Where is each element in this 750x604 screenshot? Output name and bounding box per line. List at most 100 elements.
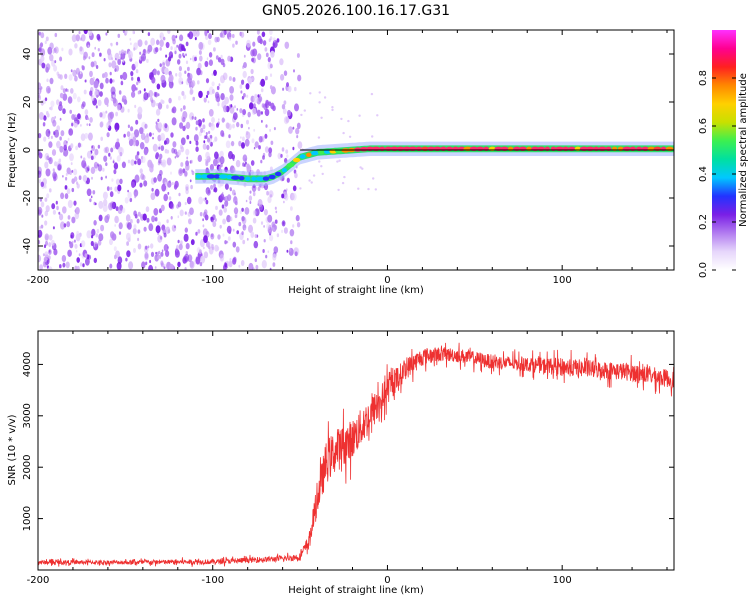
noise-speckle	[62, 93, 68, 101]
noise-speckle	[117, 206, 123, 215]
noise-speckle	[71, 240, 74, 244]
noise-speckle	[97, 144, 101, 149]
noise-speckle	[224, 240, 227, 245]
noise-speckle	[256, 30, 260, 35]
noise-speckle	[203, 140, 206, 144]
noise-speckle	[121, 49, 124, 55]
noise-speckle	[126, 131, 131, 138]
noise-speckle	[178, 53, 182, 59]
noise-speckle	[295, 214, 300, 222]
signal-blob	[255, 176, 265, 181]
noise-speckle	[215, 55, 219, 60]
noise-speckle	[232, 189, 236, 196]
noise-speckle	[130, 159, 135, 166]
noise-speckle	[222, 63, 226, 68]
noise-speckle	[50, 106, 53, 111]
noise-speckle	[100, 176, 103, 181]
noise-speckle	[38, 240, 41, 245]
noise-speckle	[320, 165, 323, 168]
noise-speckle	[167, 191, 170, 195]
noise-speckle	[250, 231, 255, 238]
noise-speckle	[59, 101, 63, 107]
noise-speckle	[292, 224, 295, 228]
noise-speckle	[358, 114, 361, 117]
noise-speckle	[218, 118, 220, 121]
noise-speckle	[207, 100, 210, 104]
noise-speckle	[158, 146, 161, 150]
noise-speckle	[281, 104, 286, 110]
noise-speckle	[135, 119, 139, 125]
noise-speckle	[134, 160, 137, 165]
noise-speckle	[127, 50, 133, 59]
noise-speckle	[267, 250, 270, 253]
noise-speckle	[151, 187, 154, 192]
noise-speckle	[147, 32, 151, 37]
noise-speckle	[189, 57, 192, 61]
noise-speckle	[166, 219, 169, 224]
spectrogram-x-tick-label: 0	[384, 275, 390, 286]
signal-blob	[292, 157, 301, 163]
noise-speckle	[264, 78, 267, 81]
noise-speckle	[145, 206, 150, 213]
noise-speckle	[172, 38, 176, 45]
noise-speckle	[267, 57, 271, 63]
noise-speckle	[219, 150, 224, 158]
noise-speckle	[197, 229, 201, 234]
noise-speckle	[289, 247, 292, 252]
noise-speckle	[288, 126, 293, 134]
noise-speckle	[214, 136, 218, 142]
noise-speckle	[38, 206, 43, 215]
noise-speckle	[211, 117, 215, 124]
noise-speckle	[126, 241, 129, 246]
noise-speckle	[291, 192, 297, 201]
noise-speckle	[76, 265, 80, 270]
noise-speckle	[168, 56, 172, 62]
noise-speckle	[151, 99, 154, 104]
noise-speckle	[282, 87, 285, 91]
noise-speckle	[137, 237, 140, 242]
noise-speckle	[171, 82, 174, 86]
noise-speckle	[127, 189, 129, 193]
noise-speckle	[102, 191, 108, 200]
noise-speckle	[57, 164, 62, 171]
noise-speckle	[165, 54, 168, 58]
noise-speckle	[136, 81, 139, 86]
noise-speckle	[253, 240, 259, 249]
noise-speckle	[290, 240, 293, 245]
noise-speckle	[38, 170, 42, 178]
noise-speckle	[207, 189, 211, 194]
noise-speckle	[95, 105, 98, 109]
noise-speckle	[56, 205, 59, 211]
noise-speckle	[248, 224, 253, 233]
noise-speckle	[114, 224, 117, 227]
noise-speckle	[265, 254, 268, 259]
noise-speckle	[245, 83, 250, 90]
noise-speckle	[54, 161, 58, 167]
noise-speckle	[214, 36, 218, 43]
noise-speckle	[105, 122, 110, 129]
noise-speckle	[87, 117, 89, 121]
noise-speckle	[82, 174, 88, 182]
noise-speckle	[78, 175, 82, 180]
noise-speckle	[243, 54, 246, 58]
noise-speckle	[64, 73, 68, 80]
noise-speckle	[38, 95, 41, 101]
noise-speckle	[182, 105, 186, 110]
noise-speckle	[68, 128, 74, 136]
noise-speckle	[113, 94, 115, 98]
noise-speckle	[259, 204, 263, 211]
noise-speckle	[213, 47, 216, 52]
noise-speckle	[181, 81, 184, 85]
noise-speckle	[117, 184, 122, 192]
noise-speckle	[283, 227, 288, 234]
noise-speckle	[158, 143, 161, 148]
noise-speckle	[220, 30, 226, 38]
noise-speckle	[213, 187, 218, 193]
signal-blob	[281, 168, 287, 173]
noise-speckle	[66, 188, 71, 195]
noise-speckle	[127, 237, 131, 242]
noise-speckle	[197, 62, 202, 70]
noise-speckle	[239, 210, 242, 214]
noise-speckle	[115, 41, 119, 46]
